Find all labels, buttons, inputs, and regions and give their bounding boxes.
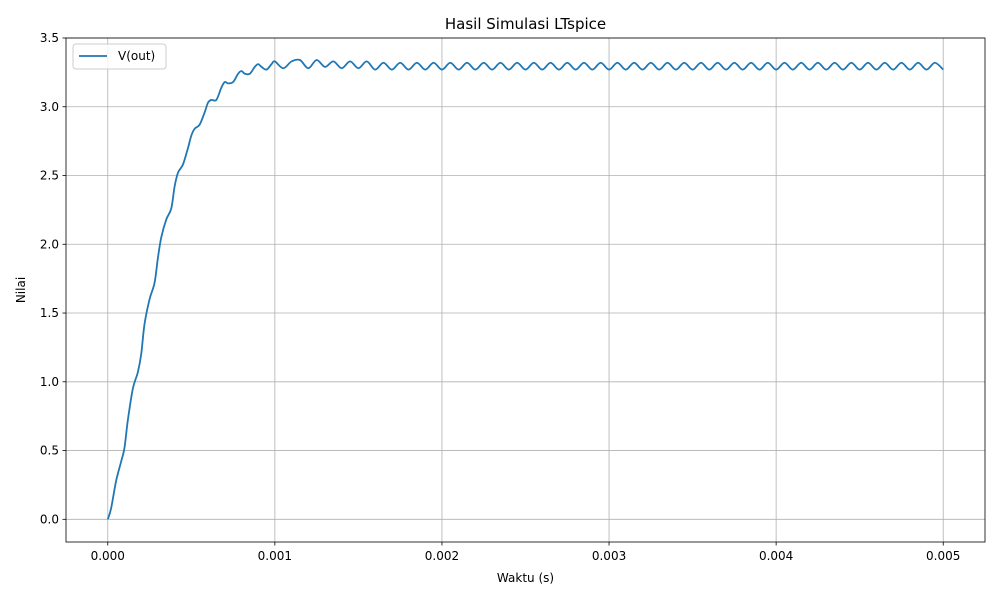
legend: V(out) bbox=[72, 43, 167, 70]
x-tick-label: 0.004 bbox=[759, 549, 793, 563]
x-tick-label: 0.003 bbox=[592, 549, 626, 563]
y-tick-label: 2.0 bbox=[40, 237, 59, 251]
x-tick-label: 0.001 bbox=[258, 549, 292, 563]
y-tick-label: 2.5 bbox=[40, 169, 59, 183]
x-tick-label: 0.000 bbox=[91, 549, 125, 563]
y-tick-label: 1.0 bbox=[40, 375, 59, 389]
x-axis-label: Waktu (s) bbox=[497, 571, 554, 585]
y-tick-label: 3.5 bbox=[40, 31, 59, 45]
x-tick-label: 0.005 bbox=[926, 549, 960, 563]
y-tick-label: 1.5 bbox=[40, 306, 59, 320]
y-tick-label: 0.0 bbox=[40, 512, 59, 526]
y-axis-label: Nilai bbox=[14, 277, 28, 303]
chart-title: Hasil Simulasi LTspice bbox=[445, 15, 606, 33]
legend-entry-label: V(out) bbox=[118, 49, 155, 63]
y-tick-label: 0.5 bbox=[40, 444, 59, 458]
series-line-0 bbox=[106, 58, 944, 520]
axis-ticks: 0.000 0.001 0.002 0.003 0.004 0.005 0.0 0.5 1.0 1… bbox=[40, 31, 961, 563]
y-tick-label: 3.0 bbox=[40, 100, 59, 114]
series-layer bbox=[106, 58, 944, 520]
x-tick-label: 0.002 bbox=[425, 549, 459, 563]
legend-box bbox=[72, 43, 167, 70]
plot-frame bbox=[65, 37, 986, 543]
